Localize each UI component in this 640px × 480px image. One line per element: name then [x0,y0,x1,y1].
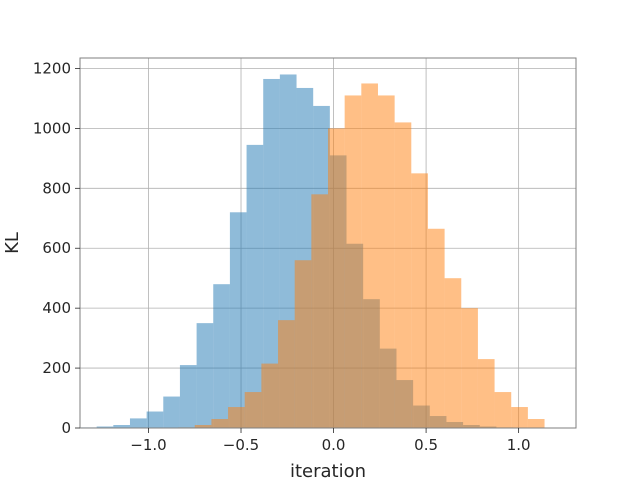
histogram-bar [96,426,114,428]
histogram-bar [427,228,445,428]
y-tick-label: 200 [42,359,71,377]
x-tick-label: −0.5 [223,436,259,454]
histogram-bar [228,407,245,428]
histogram-bar [278,320,295,428]
histogram-bar [194,425,212,428]
histogram-bar [244,392,262,428]
histogram-bar [411,173,428,428]
histogram-bar [213,284,230,428]
histogram-bar [263,78,280,429]
histogram-bar [461,308,478,428]
histogram-bar [211,419,229,428]
histogram-bar [377,95,395,428]
histogram-bar [179,365,197,428]
histogram-bar [344,95,362,428]
y-tick-label: 800 [42,179,71,197]
histogram-bars [80,74,545,429]
y-axis-ticks: 0 200 400 600 800 1000 1200 [33,59,80,437]
y-tick-label: 400 [42,299,71,317]
histogram-bar [163,396,180,428]
histogram-bar [196,323,214,428]
histogram-bar [129,418,147,428]
histogram-bar [511,407,528,428]
x-tick-label: 1.0 [507,436,531,454]
x-axis-ticks: −1.0 −0.5 0.0 0.5 1.0 [130,428,531,454]
histogram-bar [146,411,164,428]
plot-frame [79,57,577,429]
histogram-bar [394,122,412,428]
histogram-bar [477,359,495,428]
histogram-bar [246,144,264,429]
y-axis-label: KL [2,232,23,254]
histogram-bar [261,363,279,428]
histogram-bar [494,392,512,428]
histogram-bar [294,260,312,428]
histogram-bar [361,83,378,429]
histogram-bar [444,278,462,428]
x-tick-label: 0.5 [414,436,438,454]
histogram-series-2 [178,83,545,429]
x-axis-label: iteration [290,461,366,480]
x-tick-label: 0.0 [322,436,346,454]
x-tick-label: −1.0 [130,436,166,454]
y-tick-label: 1200 [33,59,71,77]
histogram-bar [527,419,545,428]
histogram-bar [229,212,247,428]
y-tick-label: 600 [42,239,71,257]
histogram-bar [328,128,345,429]
histogram-bar [113,425,130,428]
y-tick-label: 0 [61,419,71,437]
histogram-bar [311,194,328,428]
y-tick-label: 1000 [33,119,71,137]
